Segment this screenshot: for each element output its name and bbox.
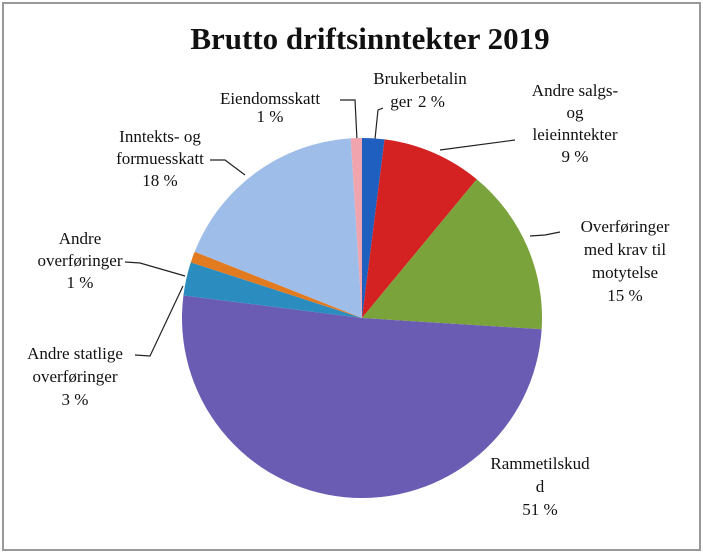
slice-label: overføringer xyxy=(38,251,123,270)
pie-slice xyxy=(362,179,542,330)
slice-label: Andre statlige xyxy=(27,344,123,363)
pie-slice xyxy=(194,138,362,318)
value-label: 1 % xyxy=(257,107,284,126)
slice-label: med krav til xyxy=(584,240,666,259)
slice-label: ger xyxy=(390,92,412,111)
slice-label: Inntekts- og xyxy=(119,127,201,146)
leader-lines xyxy=(124,99,561,449)
pie-slice xyxy=(362,139,477,318)
slice-label: Eiendomsskatt xyxy=(220,89,320,108)
slice-label: Overføringer xyxy=(581,217,670,236)
slice-label: og xyxy=(567,103,585,122)
slice-label: leieinntekter xyxy=(533,125,618,144)
slice-label: motytelse xyxy=(592,263,658,282)
slice-label: Rammetilskud xyxy=(490,454,590,473)
pie-slice xyxy=(350,138,362,318)
value-label: 2 % xyxy=(418,92,445,111)
slice-label: Brukerbetalin xyxy=(373,69,467,88)
chart-title: Brutto driftsinntekter 2019 xyxy=(190,21,549,56)
value-label: 3 % xyxy=(62,390,89,409)
pie-slice xyxy=(183,262,362,318)
value-label: 51 % xyxy=(522,500,557,519)
pie-slice xyxy=(182,295,542,498)
value-label: 1 % xyxy=(67,273,94,292)
value-label: 15 % xyxy=(607,286,642,305)
slice-label: Andre xyxy=(59,229,101,248)
pie-slice xyxy=(190,251,362,318)
value-label: 18 % xyxy=(142,171,177,190)
value-label: 9 % xyxy=(562,147,589,166)
slice-label: Andre salgs- xyxy=(532,81,619,100)
pie-slice xyxy=(362,138,385,318)
slice-label: overføringer xyxy=(33,367,118,386)
slice-label: formuesskatt xyxy=(116,149,204,168)
slice-label: d xyxy=(536,477,545,496)
